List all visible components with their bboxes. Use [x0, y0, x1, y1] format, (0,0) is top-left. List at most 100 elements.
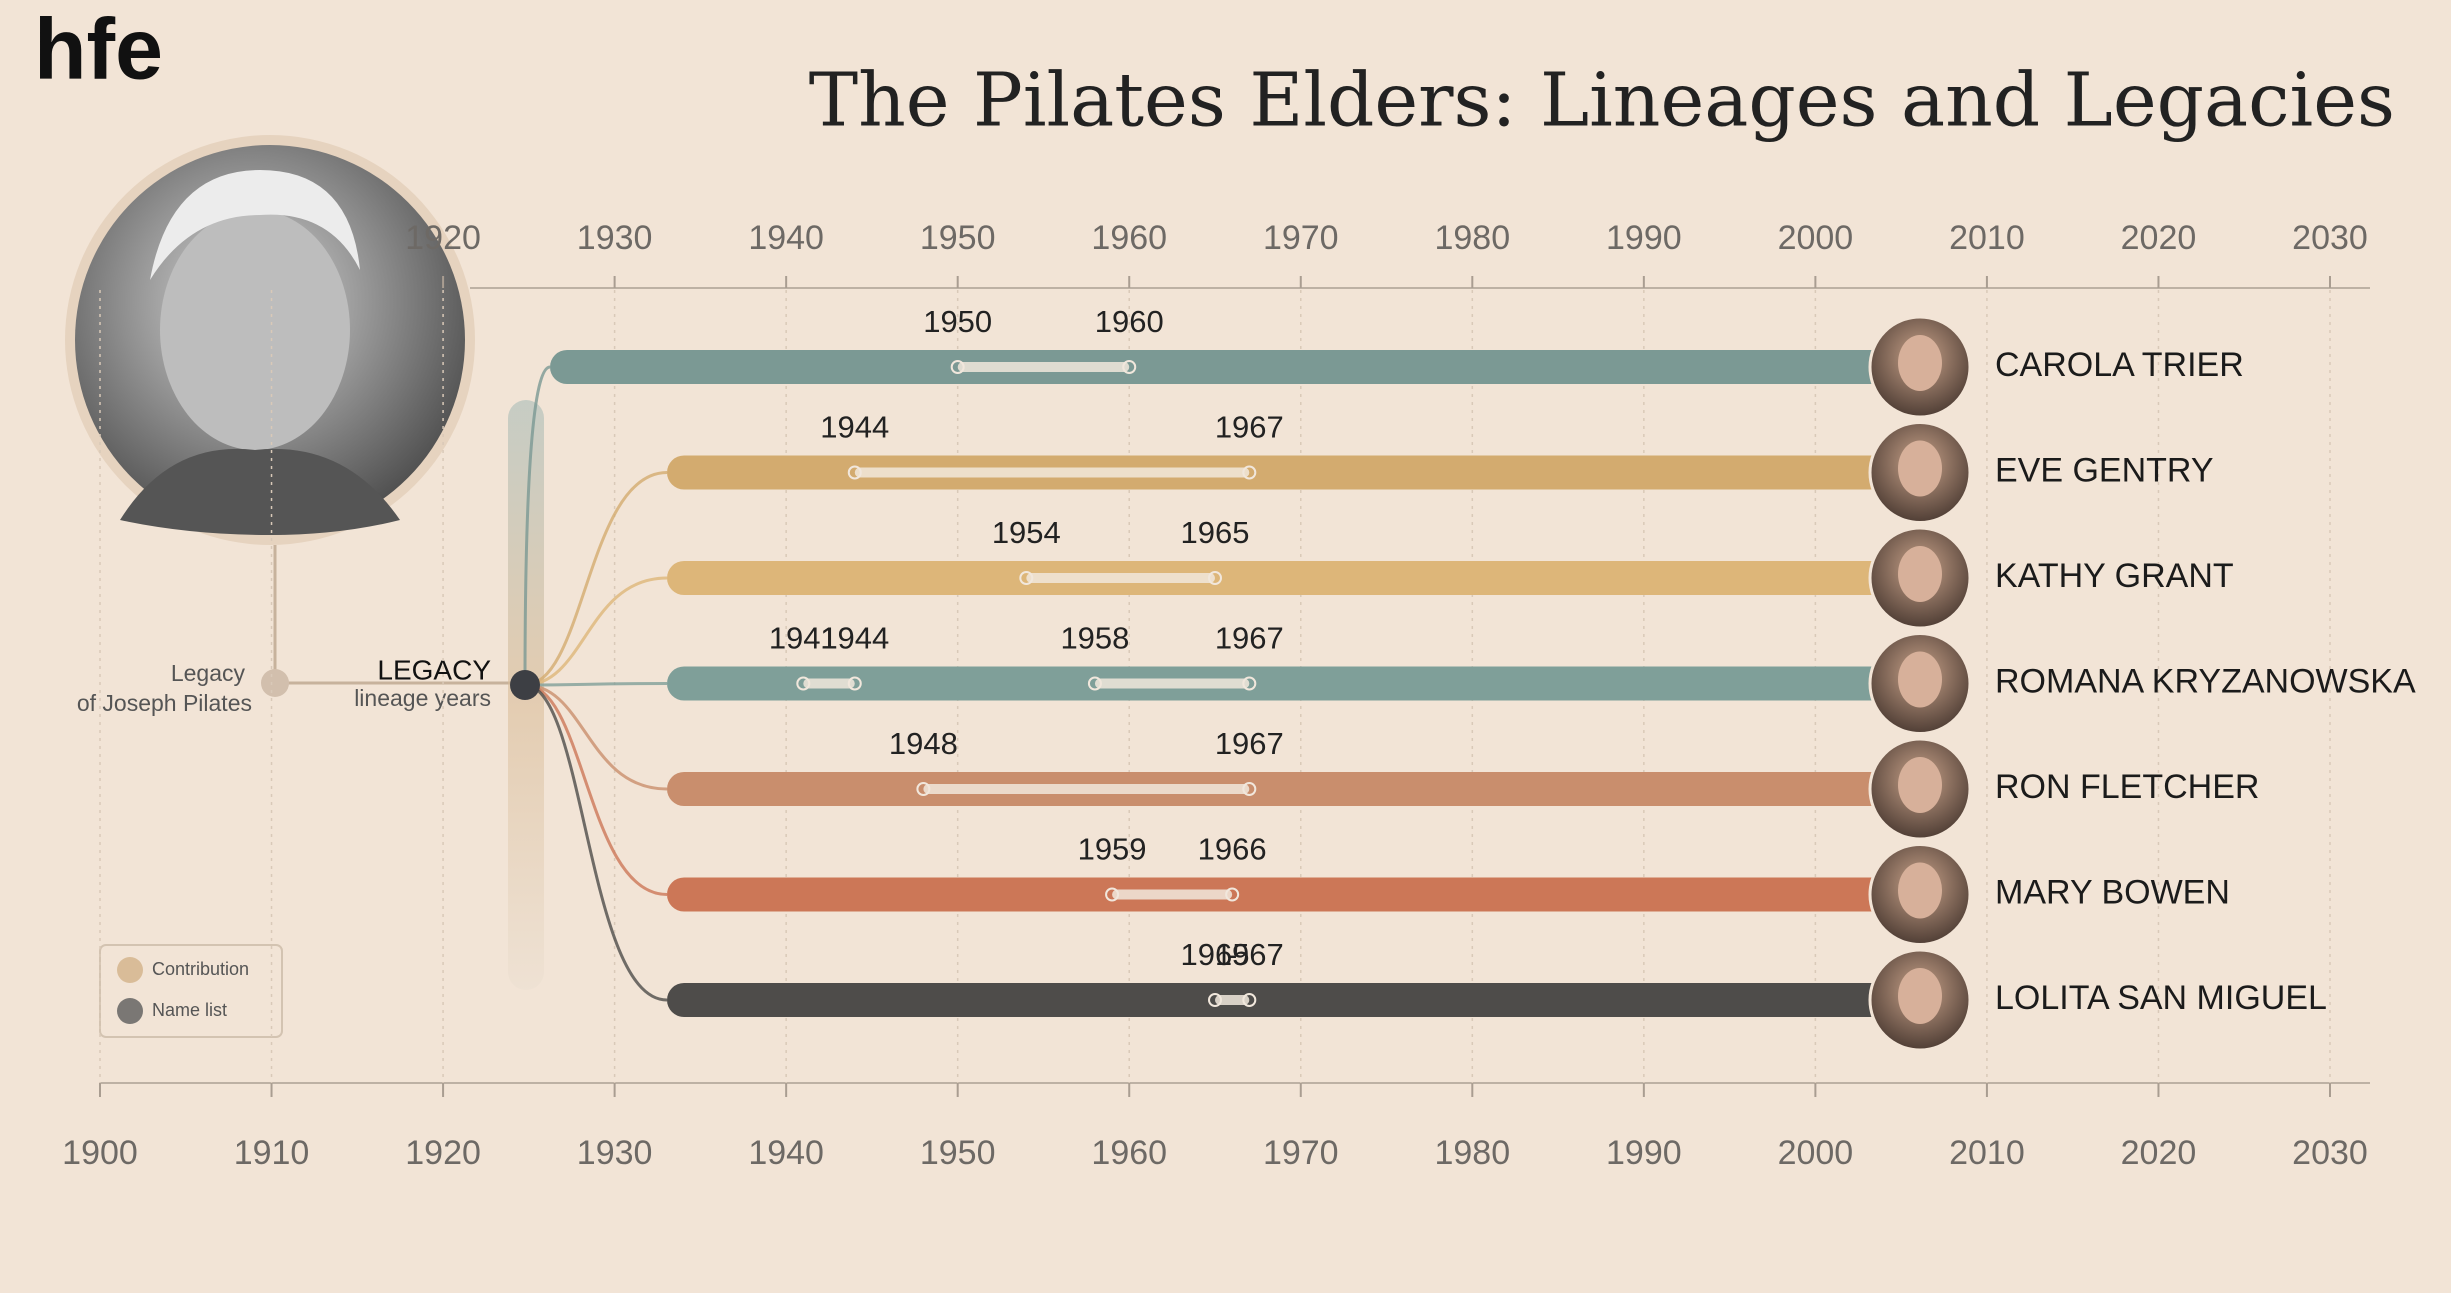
range-separator: - — [1227, 937, 1237, 972]
branch — [523, 365, 551, 686]
range-end — [847, 676, 862, 691]
lineage-bar — [667, 983, 1905, 1017]
row-name: LOLITA SAN MIGUEL — [1995, 979, 2327, 1017]
contribution-range — [1026, 573, 1215, 583]
range-end — [796, 676, 811, 691]
x-tick-label: 2000 — [1778, 1134, 1854, 1172]
x2-tick-label: 1920 — [405, 219, 481, 257]
branch — [524, 683, 668, 791]
range-end — [950, 360, 965, 374]
row-name: RON FLETCHER — [1995, 768, 2259, 806]
avatar-face — [1898, 335, 1942, 391]
contribution-range — [923, 784, 1250, 794]
lineage-bar — [667, 877, 1905, 912]
row-name: MARY BOWEN — [1995, 873, 2230, 911]
range-label: 1954 — [992, 515, 1061, 550]
range-end — [1242, 676, 1257, 691]
legend-swatch — [117, 957, 143, 983]
avatar-face — [1898, 546, 1942, 602]
range-label: 1965 — [1181, 515, 1250, 550]
x2-tick-label: 1960 — [1091, 219, 1167, 257]
range-end — [847, 465, 862, 480]
contribution-range — [854, 467, 1250, 478]
x-tick-label: 1950 — [920, 1134, 996, 1172]
row-name: ROMANA KRYZANOWSKA — [1995, 662, 2416, 700]
root-label: of Joseph Pilates — [77, 690, 252, 716]
x-tick-label: 2030 — [2292, 1134, 2368, 1172]
x2-tick-label: 1980 — [1434, 219, 1510, 257]
contribution-range — [1112, 889, 1233, 900]
x-tick-label: 1920 — [405, 1134, 481, 1172]
x-tick-label: 1990 — [1606, 1134, 1682, 1172]
lineage-bar — [667, 666, 1905, 701]
root-dot — [261, 669, 289, 697]
legend-swatch — [117, 998, 143, 1024]
range-label: 1967 — [1215, 410, 1284, 445]
legend-label: Contribution — [152, 959, 249, 979]
row-name: KATHY GRANT — [1995, 557, 2234, 595]
contribution-range — [957, 362, 1130, 372]
x2-tick-label: 1990 — [1606, 219, 1682, 257]
avatar-face — [1898, 968, 1942, 1024]
row: 1950 1960 CAROLA TRIER — [523, 304, 2244, 686]
branch — [524, 682, 668, 687]
contribution-range — [1094, 678, 1250, 689]
range-end — [916, 782, 931, 796]
row: 1944 1967 EVE GENTRY — [524, 410, 2214, 687]
branch — [524, 683, 668, 896]
range-end — [1208, 993, 1222, 1007]
range-end — [1225, 887, 1240, 902]
range-end — [1242, 465, 1257, 480]
legend-label: Name list — [152, 1000, 227, 1020]
range-label: 1960 — [1095, 304, 1164, 339]
avatar-face — [1898, 757, 1942, 813]
hub-label: LEGACY — [377, 654, 491, 685]
chart-title: The Pilates Elders: Lineages and Legacie… — [809, 57, 2395, 143]
x-tick-label: 1960 — [1091, 1134, 1167, 1172]
lineage-bar — [667, 772, 1905, 806]
x2-tick-label: 2020 — [2121, 219, 2197, 257]
x-tick-label: 2010 — [1949, 1134, 2025, 1172]
range-end — [1242, 993, 1257, 1007]
range-label: 1966 — [1198, 832, 1267, 867]
contribution-range — [803, 678, 855, 689]
range-label: 1944 — [820, 410, 889, 445]
portrait — [65, 135, 475, 545]
legend — [99, 944, 283, 1038]
avatar-face — [1898, 862, 1942, 919]
x-tick-label: 1940 — [748, 1134, 824, 1172]
range-end — [1242, 782, 1257, 796]
range-label: 1958 — [1060, 621, 1129, 656]
lineage-bar — [667, 561, 1905, 595]
x2-tick-label: 1970 — [1263, 219, 1339, 257]
range-end — [1208, 571, 1222, 585]
branch — [524, 471, 668, 687]
range-end — [1087, 676, 1102, 691]
range-label: 1967 — [1215, 937, 1284, 972]
range-label: 1959 — [1078, 832, 1147, 867]
branch — [524, 576, 668, 687]
row-name: EVE GENTRY — [1995, 451, 2214, 489]
row: 1959 1966 MARY BOWEN — [524, 683, 2230, 946]
x2-tick-label: 1940 — [748, 219, 824, 257]
avatar-face — [1898, 440, 1942, 497]
x-tick-label: 1900 — [62, 1134, 138, 1172]
x-tick-label: 1910 — [234, 1134, 310, 1172]
branch — [524, 683, 668, 1002]
range-label: 1965 — [1181, 937, 1250, 972]
hub-dot — [510, 670, 540, 700]
range-label: 1950 — [923, 304, 992, 339]
range-end — [1019, 571, 1034, 585]
x2-tick-label: 2030 — [2292, 219, 2368, 257]
contribution-range — [1215, 995, 1250, 1005]
x2-tick-label: 2000 — [1778, 219, 1854, 257]
hub-label: lineage years — [354, 685, 491, 711]
range-label: 1944 — [820, 621, 889, 656]
range-label: 1948 — [889, 726, 958, 761]
lineage-bar — [550, 350, 1905, 384]
logo: hfe — [34, 2, 163, 98]
x-tick-label: 2020 — [2121, 1134, 2197, 1172]
row-name: CAROLA TRIER — [1995, 346, 2244, 384]
